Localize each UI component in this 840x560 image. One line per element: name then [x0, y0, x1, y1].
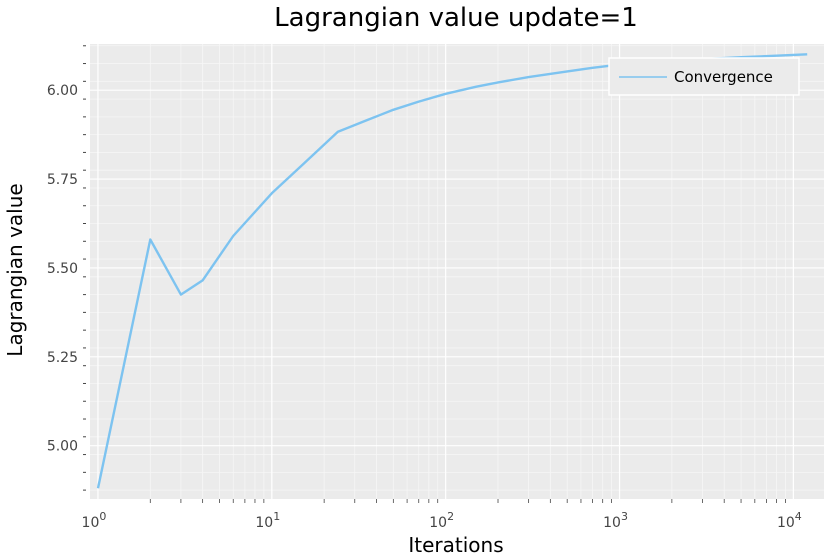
minor-ticks: [83, 45, 786, 503]
x-tick-label: 101: [255, 510, 280, 531]
chart-title: Lagrangian value update=1: [274, 3, 638, 33]
plot-background: [90, 44, 824, 499]
legend: Convergence: [608, 57, 800, 96]
y-axis-label: Lagrangian value: [3, 183, 27, 356]
y-tick-label: 5.75: [47, 172, 78, 188]
x-tick-label: 100: [82, 510, 107, 531]
y-tick-labels: 5.00 5.25 5.50 5.75 6.00: [47, 83, 78, 454]
minor-gridlines: [90, 44, 824, 499]
x-axis-label: Iterations: [408, 533, 503, 557]
y-tick-label: 5.50: [47, 261, 78, 277]
x-tick-label: 102: [429, 510, 454, 531]
y-tick-label: 5.00: [47, 439, 78, 455]
x-tick-label: 103: [603, 510, 628, 531]
y-tick-label: 5.25: [47, 350, 78, 366]
y-tick-label: 6.00: [47, 83, 78, 99]
legend-label-convergence: Convergence: [674, 68, 773, 86]
x-tick-labels: 100 101 102 103 104: [82, 510, 802, 531]
x-tick-label: 104: [777, 510, 802, 531]
